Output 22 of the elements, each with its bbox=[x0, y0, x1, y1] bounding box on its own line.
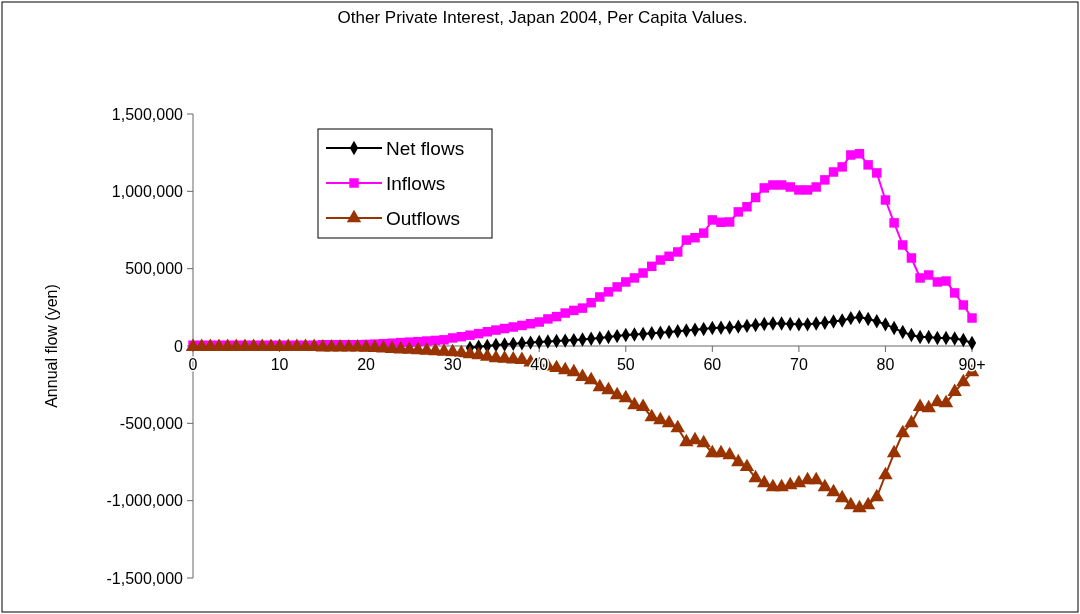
x-tick-label: 80 bbox=[876, 356, 895, 373]
y-tick-label: -1,500,000 bbox=[106, 569, 184, 587]
legend-label: Inflows bbox=[386, 172, 446, 194]
x-tick-label: 90+ bbox=[958, 356, 986, 373]
x-tick-label: 30 bbox=[443, 356, 462, 373]
x-tick-label: 20 bbox=[357, 356, 376, 373]
x-tick-label: 0 bbox=[188, 356, 198, 373]
y-tick-label: -500,000 bbox=[119, 414, 184, 432]
legend-label: Net flows bbox=[386, 137, 465, 159]
legend-label: Outflows bbox=[386, 207, 460, 229]
y-tick-label: 1,000,000 bbox=[111, 182, 184, 200]
y-tick-label: -1,000,000 bbox=[106, 492, 184, 510]
x-tick-label: 70 bbox=[789, 356, 808, 373]
x-tick-label: 50 bbox=[616, 356, 635, 373]
x-tick-label: 60 bbox=[703, 356, 722, 373]
y-tick-label: 1,500,000 bbox=[111, 105, 184, 123]
y-axis-title: Annual flow (yen) bbox=[43, 284, 60, 408]
y-tick-label: 500,000 bbox=[125, 260, 184, 278]
x-tick-label: 10 bbox=[270, 356, 289, 373]
x-tick-label: 40 bbox=[530, 356, 549, 373]
chart-title: Other Private Interest, Japan 2004, Per Capita Values. bbox=[337, 8, 748, 27]
y-tick-label: 0 bbox=[174, 337, 184, 355]
